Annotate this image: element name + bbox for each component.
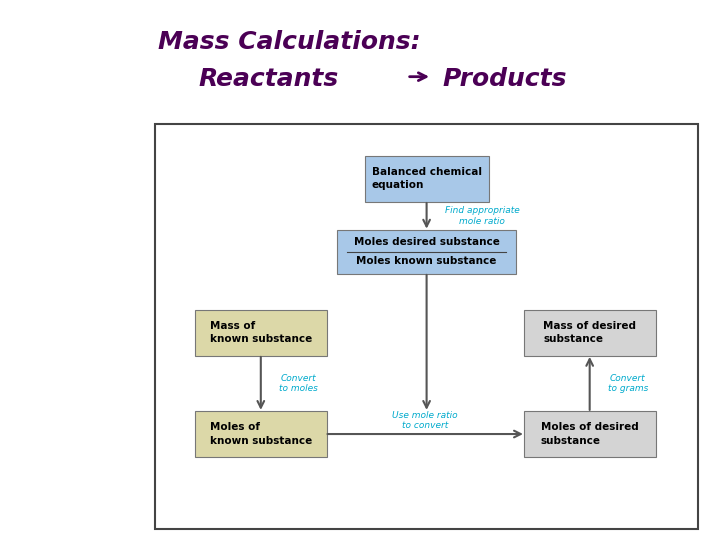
FancyBboxPatch shape — [155, 124, 698, 529]
FancyBboxPatch shape — [195, 310, 327, 356]
FancyBboxPatch shape — [523, 310, 656, 356]
FancyBboxPatch shape — [364, 156, 489, 202]
Text: Balanced chemical
equation: Balanced chemical equation — [372, 167, 482, 191]
Text: Mass of
known substance: Mass of known substance — [210, 321, 312, 345]
Text: Use mole ratio
to convert: Use mole ratio to convert — [392, 411, 458, 430]
FancyBboxPatch shape — [195, 411, 327, 457]
Text: Moles known substance: Moles known substance — [356, 256, 497, 267]
Text: Moles of desired
substance: Moles of desired substance — [541, 422, 639, 446]
Text: Reactants: Reactants — [198, 68, 338, 91]
FancyBboxPatch shape — [338, 230, 516, 274]
Text: Convert
to grams: Convert to grams — [608, 374, 648, 393]
Text: Moles desired substance: Moles desired substance — [354, 237, 500, 247]
FancyBboxPatch shape — [523, 411, 656, 457]
Text: Products: Products — [443, 68, 567, 91]
Text: Find appropriate
mole ratio: Find appropriate mole ratio — [445, 206, 519, 226]
Text: Mass Calculations:: Mass Calculations: — [158, 30, 421, 53]
Text: Moles of
known substance: Moles of known substance — [210, 422, 312, 446]
Text: Mass of desired
substance: Mass of desired substance — [543, 321, 636, 345]
Text: Convert
to moles: Convert to moles — [279, 374, 318, 393]
